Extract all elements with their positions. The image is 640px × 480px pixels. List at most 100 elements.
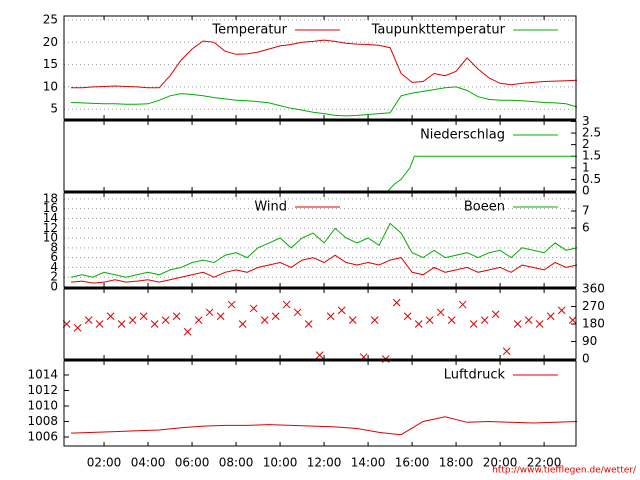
series-line: [71, 39, 578, 89]
y-tick-label: 15: [43, 57, 58, 71]
point: [513, 320, 522, 328]
y2-tick-label: 0: [582, 184, 590, 198]
y-tick-label: 5: [50, 102, 58, 116]
y-tick-label: 6: [50, 250, 58, 264]
legend-label: Taupunkttemperatur: [371, 23, 506, 38]
y-tick-label: 16: [43, 201, 58, 215]
point: [436, 308, 445, 317]
point: [348, 316, 357, 324]
y-tick-label: 10: [43, 79, 58, 93]
point: [205, 308, 214, 317]
y-tick-label: 18: [43, 191, 58, 205]
point: [238, 320, 247, 328]
point: [480, 316, 489, 324]
y2-tick-label: 7: [582, 204, 590, 218]
point: [161, 316, 170, 324]
point: [282, 300, 291, 309]
series-line: [70, 222, 578, 278]
point: [106, 312, 115, 321]
point: [117, 320, 126, 328]
y-tick-label: 20: [43, 35, 58, 49]
legend-label: Niederschlag: [420, 128, 505, 143]
point: [337, 306, 346, 315]
y-tick-label: 10: [43, 231, 58, 245]
point: [172, 312, 181, 321]
point: [73, 324, 82, 332]
point: [315, 351, 324, 359]
point: [326, 312, 335, 321]
point: [128, 316, 137, 324]
y2-tick-label: 3: [582, 114, 590, 128]
y2-tick-label: 2.5: [582, 126, 601, 140]
y-tick-label: 1014: [27, 367, 58, 381]
y-tick-label: 14: [43, 211, 58, 225]
point: [194, 316, 203, 324]
point: [425, 316, 434, 324]
legend-label: Temperatur: [211, 23, 287, 38]
series-line: [70, 254, 578, 284]
point: [403, 312, 412, 321]
point: [524, 316, 533, 324]
y-tick-label: 8: [50, 240, 58, 254]
point: [249, 304, 258, 313]
footer-link: http://www.tiefflegen.de/wetter/: [492, 466, 637, 476]
y-tick-label: 1012: [27, 383, 58, 397]
y2-tick-label: 0.5: [582, 172, 601, 186]
x-tick-label: 10:00: [263, 456, 298, 470]
point: [370, 316, 379, 324]
point: [95, 320, 104, 328]
x-tick-label: 12:00: [307, 456, 342, 470]
point: [150, 320, 159, 328]
point: [535, 320, 544, 328]
x-tick-label: 04:00: [131, 456, 166, 470]
point: [84, 316, 93, 324]
legend-label: Wind: [254, 200, 287, 215]
series-line: [70, 86, 578, 117]
y2-tick-label: 270: [582, 299, 605, 313]
x-tick-label: 06:00: [175, 456, 210, 470]
legend-label: Luftdruck: [444, 368, 506, 383]
point: [216, 312, 225, 321]
point: [568, 316, 577, 324]
x-tick-label: 18:00: [439, 456, 474, 470]
point: [546, 312, 555, 321]
point: [502, 347, 511, 356]
y2-tick-label: 1.5: [582, 149, 601, 163]
point: [414, 320, 423, 328]
point: [458, 300, 467, 309]
point: [227, 300, 236, 309]
x-tick-label: 22:00: [527, 456, 562, 470]
y-tick-label: 1008: [27, 414, 58, 428]
y-tick-label: 1010: [27, 398, 58, 412]
point: [293, 308, 302, 317]
point: [260, 316, 269, 324]
y-tick-label: 2: [50, 270, 58, 284]
y-tick-label: 1006: [27, 430, 58, 444]
y2-tick-label: 1: [582, 160, 590, 174]
y-tick-label: 25: [43, 13, 58, 27]
point: [183, 327, 192, 336]
point: [469, 320, 478, 328]
x-tick-label: 02:00: [87, 456, 122, 470]
legend-label: Boeen: [464, 200, 505, 215]
x-tick-label: 08:00: [219, 456, 254, 470]
point: [304, 320, 313, 328]
y-tick-label: 4: [50, 260, 58, 274]
point: [271, 312, 280, 321]
x-tick-label: 20:00: [483, 456, 518, 470]
x-tick-label: 14:00: [351, 456, 386, 470]
y-tick-label: 12: [43, 221, 58, 235]
point: [392, 298, 401, 307]
point: [491, 310, 500, 319]
y2-tick-label: 0: [582, 352, 590, 366]
y2-tick-label: 2: [582, 137, 590, 151]
y2-tick-label: 180: [582, 317, 605, 331]
y2-tick-label: 90: [582, 334, 597, 348]
y2-tick-label: 360: [582, 282, 605, 296]
series-line: [70, 416, 578, 436]
point: [139, 312, 148, 321]
point: [447, 316, 456, 324]
x-tick-label: 16:00: [395, 456, 430, 470]
